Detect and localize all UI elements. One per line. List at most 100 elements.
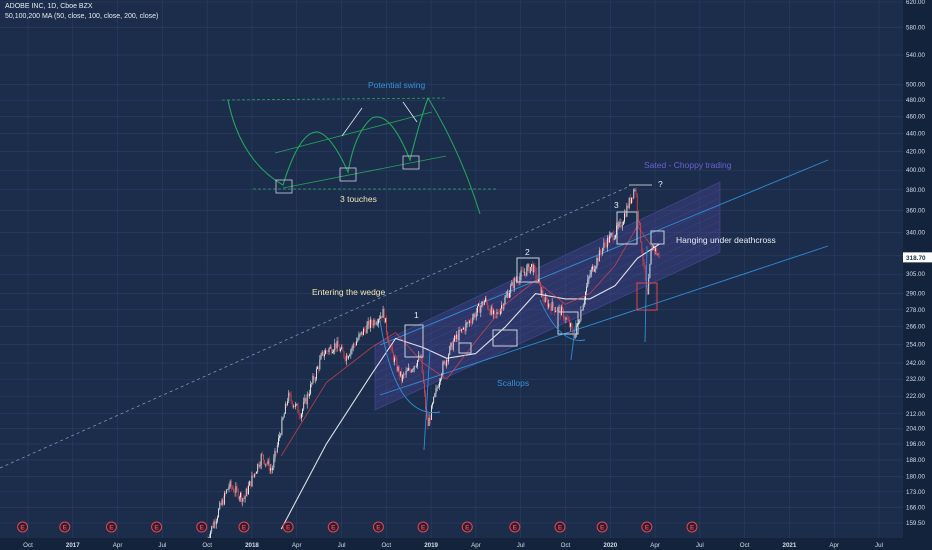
candle-body [641,241,643,253]
candle-body [564,318,566,320]
candle-body [245,488,247,497]
candle-body [433,396,435,404]
price-tick-label: 266.00 [906,324,925,331]
candle-body [426,409,428,417]
candle-body [462,328,463,330]
candle-body [287,401,289,405]
earnings-marker-label: E [200,525,205,532]
candle-body [587,279,589,287]
candle-body [275,450,277,452]
indicator-legend[interactable]: 50,100,200 MA (50, close, 100, close, 20… [5,13,159,20]
candle-body [325,350,326,355]
candle-body [465,323,467,332]
candle-body [304,398,306,402]
candle-body [219,503,221,510]
arrow-right [402,101,418,123]
candle-body [449,346,451,355]
candle-body [263,454,264,460]
earnings-marker-label: E [20,525,25,532]
candle-body [506,293,508,296]
candle-body [257,463,259,472]
candle-body [545,297,547,300]
pattern-box-low [557,311,579,335]
candle-body [315,368,317,379]
candle-body [272,467,274,471]
candle-body [286,403,287,405]
candle-body [248,485,249,494]
candle-body [269,468,271,471]
candle-body [605,243,607,248]
earnings-marker [327,521,339,533]
price-tick-label: 180.00 [906,474,925,481]
candle-body [368,321,370,328]
candle-body [227,489,229,490]
candle-body [289,392,291,396]
candle-body [455,335,456,339]
price-axis[interactable]: 159.50 166.00 173.00 180.00 188.00 196.00 204.… [903,0,932,550]
price-tick-label: 242.00 [906,360,925,367]
candle-body [578,323,579,324]
scallop-drop-2 [570,319,577,361]
price-tick-label: 212.00 [906,411,925,418]
candle-body [482,301,484,305]
candle-body [280,434,282,436]
candle-body [567,319,569,321]
last-price-label: 318.70 [906,255,926,262]
candle-body [635,189,637,195]
candle-body [535,269,537,280]
candle-body [657,254,659,256]
candle-body [570,323,571,327]
candle-body [445,360,447,366]
time-axis[interactable]: Oct 2017 Apr Jul Oct 2018 Apr Jul Oct 2019 Apr Jul O… [0,538,932,550]
candle-body [513,278,515,289]
time-scale-background [0,538,932,550]
candle-body [467,322,469,323]
candle-body [345,355,347,362]
candle-body [318,367,320,370]
lower-trendline [379,245,829,396]
price-tick-label: 204.00 [906,426,925,433]
candle-body [370,319,371,328]
candle-body [536,279,538,281]
symbol-info[interactable]: ADOBE INC, 1D, Cboe BZX [5,3,93,10]
price-tick-label: 290.00 [906,291,925,298]
candle-body [264,459,266,465]
candle-body [628,197,630,209]
candle-body [522,270,524,273]
price-tick-label: 580.00 [906,25,925,32]
candle-body [540,281,542,295]
candle-body [371,319,372,324]
candle-body [590,269,592,275]
candle-body [581,310,583,311]
candle-body [394,358,395,362]
earnings-marker [372,521,384,533]
candle-body [603,242,605,249]
candle-body [466,322,468,324]
candle-body [314,378,316,380]
candle-body [534,265,536,270]
candle-body [367,321,369,325]
earnings-marker [196,521,208,533]
candle-body [252,475,254,477]
candle-body [288,392,290,402]
earnings-marker-label: E [421,525,426,532]
earnings-marker [59,521,71,533]
candle-body [632,197,634,199]
candle-body [255,473,256,475]
candle-body [602,248,604,254]
price-tick-label: 232.00 [906,376,925,383]
candle-body [295,404,297,407]
candle-body [413,366,415,370]
candle-body [259,464,261,467]
candle-body [240,492,241,498]
candle-body [234,492,236,493]
price-tick-label: 188.00 [906,457,925,464]
arrow-left [341,107,363,137]
candle-body [401,371,402,382]
earnings-marker-label: E [645,525,650,532]
candle-body [473,313,475,318]
price-tick-label: 440.00 [906,131,925,138]
pattern-box-mid [492,329,518,347]
candle-body [425,392,427,410]
